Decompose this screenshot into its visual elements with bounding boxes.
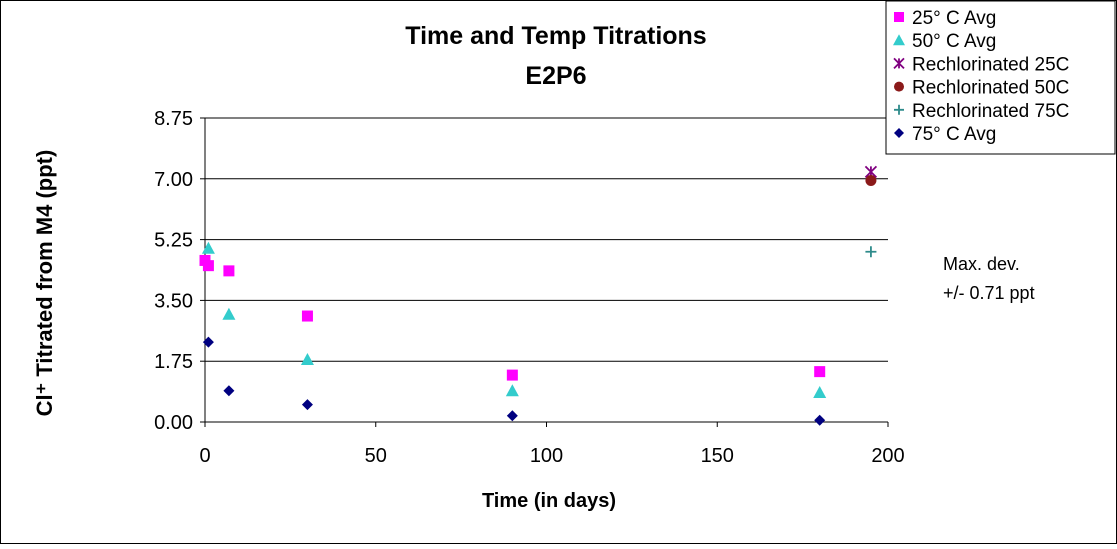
legend-marker bbox=[894, 12, 904, 22]
y-tick-label: 5.25 bbox=[154, 230, 193, 252]
x-tick-label: 0 bbox=[199, 445, 210, 467]
chart-subtitle: E2P6 bbox=[525, 62, 586, 90]
data-point bbox=[506, 369, 518, 381]
y-tick-label: 1.75 bbox=[154, 351, 193, 373]
annotation-line-2: +/- 0.71 ppt bbox=[943, 283, 1035, 303]
data-point bbox=[222, 307, 236, 320]
data-point bbox=[201, 241, 215, 254]
x-axis-label: Time (in days) bbox=[482, 490, 616, 512]
legend-marker bbox=[893, 34, 905, 46]
legend-label: 25° C Avg bbox=[912, 8, 996, 29]
y-tick-label: 0.00 bbox=[154, 412, 193, 434]
legend-box bbox=[885, 0, 1116, 155]
y-tick-label: 8.75 bbox=[154, 108, 193, 130]
data-point bbox=[300, 352, 314, 365]
data-point bbox=[814, 366, 826, 378]
data-point bbox=[865, 246, 877, 258]
legend-marker bbox=[894, 104, 904, 115]
data-point bbox=[301, 399, 313, 411]
data-point bbox=[202, 260, 214, 272]
legend-label: Rechlorinated 75C bbox=[912, 101, 1069, 122]
chart-title: Time and Temp Titrations bbox=[405, 22, 706, 50]
x-tick-label: 150 bbox=[701, 445, 734, 467]
legend-marker bbox=[894, 128, 904, 138]
legend-label: Rechlorinated 50C bbox=[912, 78, 1069, 99]
x-tick-label: 100 bbox=[530, 445, 563, 467]
legend-label: 50° C Avg bbox=[912, 31, 996, 52]
x-tick-label: 200 bbox=[871, 445, 904, 467]
data-points bbox=[199, 165, 878, 426]
x-tick-label: 50 bbox=[365, 445, 387, 467]
y-axis-label: Cl⁺ Titrated from M4 (ppt) bbox=[32, 150, 57, 417]
y-tick-label: 3.50 bbox=[154, 290, 193, 312]
data-point bbox=[506, 410, 518, 422]
data-point bbox=[301, 310, 313, 322]
data-point bbox=[202, 336, 214, 348]
y-tick-label: 7.00 bbox=[154, 169, 193, 191]
data-point bbox=[505, 384, 519, 397]
tick-labels: 0.00 1.75 3.50 5.25 7.00 8.75 0 50 100 150 200 bbox=[154, 108, 905, 467]
data-point bbox=[223, 265, 235, 277]
data-point bbox=[865, 175, 877, 187]
legend-marker bbox=[893, 57, 905, 70]
gridlines bbox=[205, 117, 888, 362]
data-point bbox=[813, 385, 827, 398]
data-point bbox=[814, 414, 826, 426]
annotation: Max. dev. +/- 0.71 ppt bbox=[943, 254, 1035, 303]
legend-label: 75° C Avg bbox=[912, 124, 996, 145]
legend-marker bbox=[894, 81, 904, 92]
annotation-line-1: Max. dev. bbox=[943, 254, 1020, 274]
legend-label: Rechlorinated 25C bbox=[912, 54, 1069, 75]
data-point bbox=[223, 385, 235, 397]
